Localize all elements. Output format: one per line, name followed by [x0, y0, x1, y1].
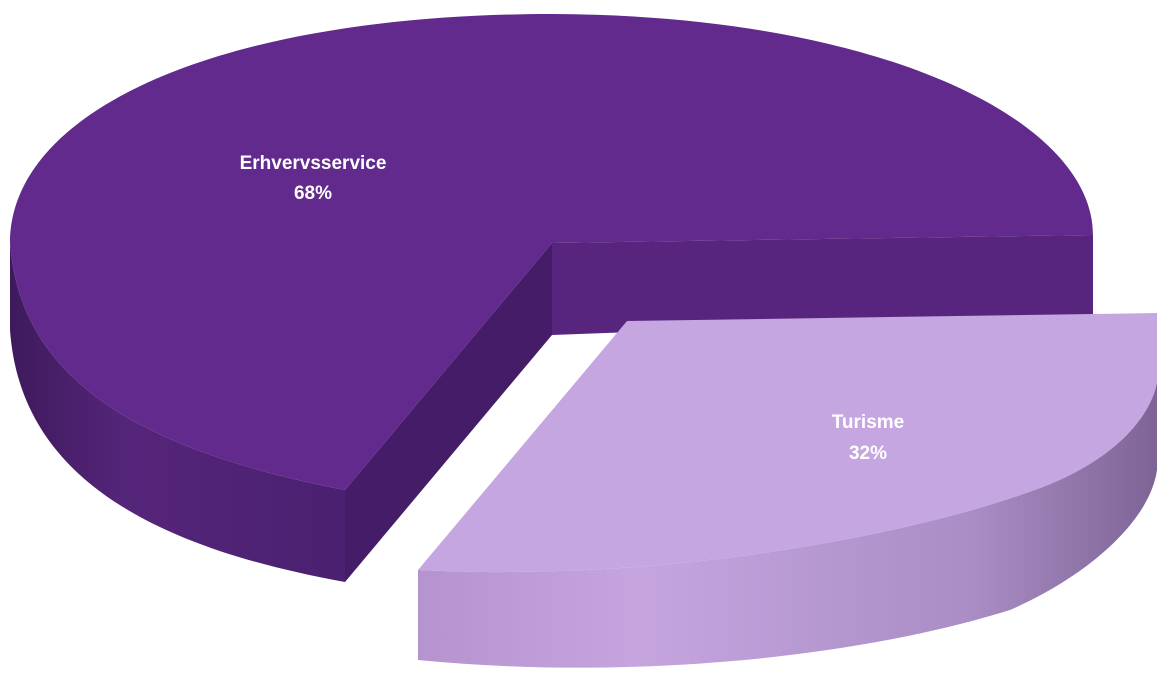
label-erhvervsservice-name: Erhvervsservice: [240, 153, 387, 174]
slice-erhvervsservice-side: [10, 243, 345, 582]
slice-turisme-top: [418, 313, 1157, 573]
slice-erhvervsservice-top: [10, 14, 1093, 490]
slice-erhvervsservice-inner-face: [552, 235, 1093, 335]
slice-erhvervsservice-cut-face: [345, 243, 552, 582]
label-turisme-percent: 32%: [849, 443, 887, 464]
slice-turisme-side: [418, 382, 1157, 668]
label-turisme-name: Turisme: [832, 412, 905, 433]
data-labels: Erhvervsservice 68% Turisme 32%: [240, 153, 905, 464]
label-erhvervsservice-percent: 68%: [294, 183, 332, 204]
slice-erhvervsservice: [10, 14, 1093, 582]
slice-turisme: [418, 313, 1157, 668]
